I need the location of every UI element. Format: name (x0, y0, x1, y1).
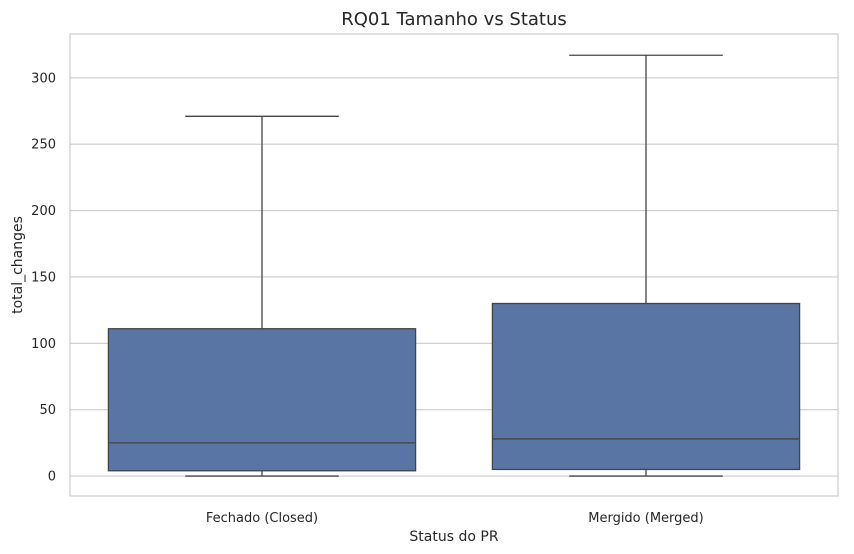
y-axis-label: total_changes (10, 216, 26, 314)
chart-title: RQ01 Tamanho vs Status (341, 9, 567, 30)
box-closed (107, 115, 417, 477)
y-tick-label: 250 (31, 138, 56, 153)
y-tick-label: 150 (31, 270, 56, 285)
boxes (107, 54, 801, 477)
x-tick-label: Mergido (Merged) (588, 511, 704, 526)
y-tick-labels: 0 50 100 150 200 250 300 (31, 71, 56, 484)
iqr-box (491, 302, 801, 471)
iqr-box (107, 328, 417, 472)
y-tick-label: 100 (31, 337, 56, 352)
box-merged (491, 54, 801, 477)
y-tick-label: 50 (39, 403, 56, 418)
plot-area-frame (69, 33, 839, 497)
x-axis-label: Status do PR (409, 529, 498, 545)
x-tick-label: Fechado (Closed) (206, 511, 318, 526)
y-tick-label: 200 (31, 204, 56, 219)
y-tick-label: 0 (48, 470, 56, 485)
x-tick-labels: Fechado (Closed) Mergido (Merged) (206, 511, 704, 526)
y-tick-label: 300 (31, 71, 56, 86)
